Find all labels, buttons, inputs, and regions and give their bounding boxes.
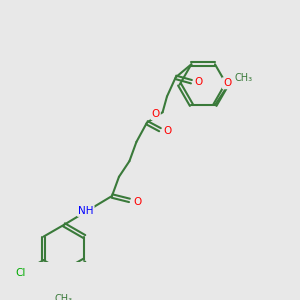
Text: O: O [194, 77, 202, 87]
Text: NH: NH [78, 206, 94, 216]
Text: O: O [223, 78, 231, 88]
Text: CH₃: CH₃ [234, 73, 252, 83]
Text: CH₃: CH₃ [55, 294, 73, 300]
Text: O: O [133, 197, 141, 207]
Text: O: O [152, 109, 160, 119]
Text: O: O [164, 126, 172, 136]
Text: Cl: Cl [16, 268, 26, 278]
